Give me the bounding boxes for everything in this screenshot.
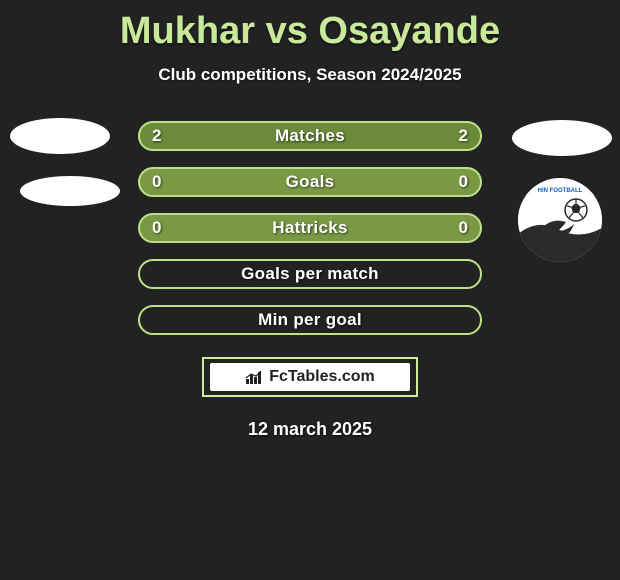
stat-bar: Min per goal [138,305,482,335]
stat-value-right: 0 [459,167,468,197]
date-label: 12 march 2025 [0,419,620,440]
subtitle: Club competitions, Season 2024/2025 [0,65,620,85]
stat-bar: Hattricks [138,213,482,243]
stat-bar: Goals [138,167,482,197]
stat-row-min-per-goal: Min per goal [0,297,620,343]
stat-bar: Matches [138,121,482,151]
page-title: Mukhar vs Osayande [0,0,620,53]
stat-value-left: 0 [152,213,161,243]
stat-value-left: 2 [152,121,161,151]
stat-row-matches: Matches 2 2 [0,113,620,159]
stat-label: Hattricks [272,218,347,238]
stat-row-hattricks: Hattricks 0 0 [0,205,620,251]
brand-box[interactable]: FcTables.com [202,357,418,397]
stat-label: Goals [286,172,335,192]
stat-value-right: 2 [459,121,468,151]
brand-inner: FcTables.com [210,363,410,391]
stat-label: Min per goal [258,310,362,330]
stat-label: Goals per match [241,264,379,284]
stat-value-left: 0 [152,167,161,197]
stat-bar: Goals per match [138,259,482,289]
bar-chart-icon [245,369,265,385]
stats-container: Matches 2 2 Goals 0 0 Hattricks 0 0 Goal… [0,113,620,343]
stat-row-goals-per-match: Goals per match [0,251,620,297]
stat-row-goals: Goals 0 0 [0,159,620,205]
stat-value-right: 0 [459,213,468,243]
stat-label: Matches [275,126,345,146]
brand-label: FcTables.com [269,368,375,386]
